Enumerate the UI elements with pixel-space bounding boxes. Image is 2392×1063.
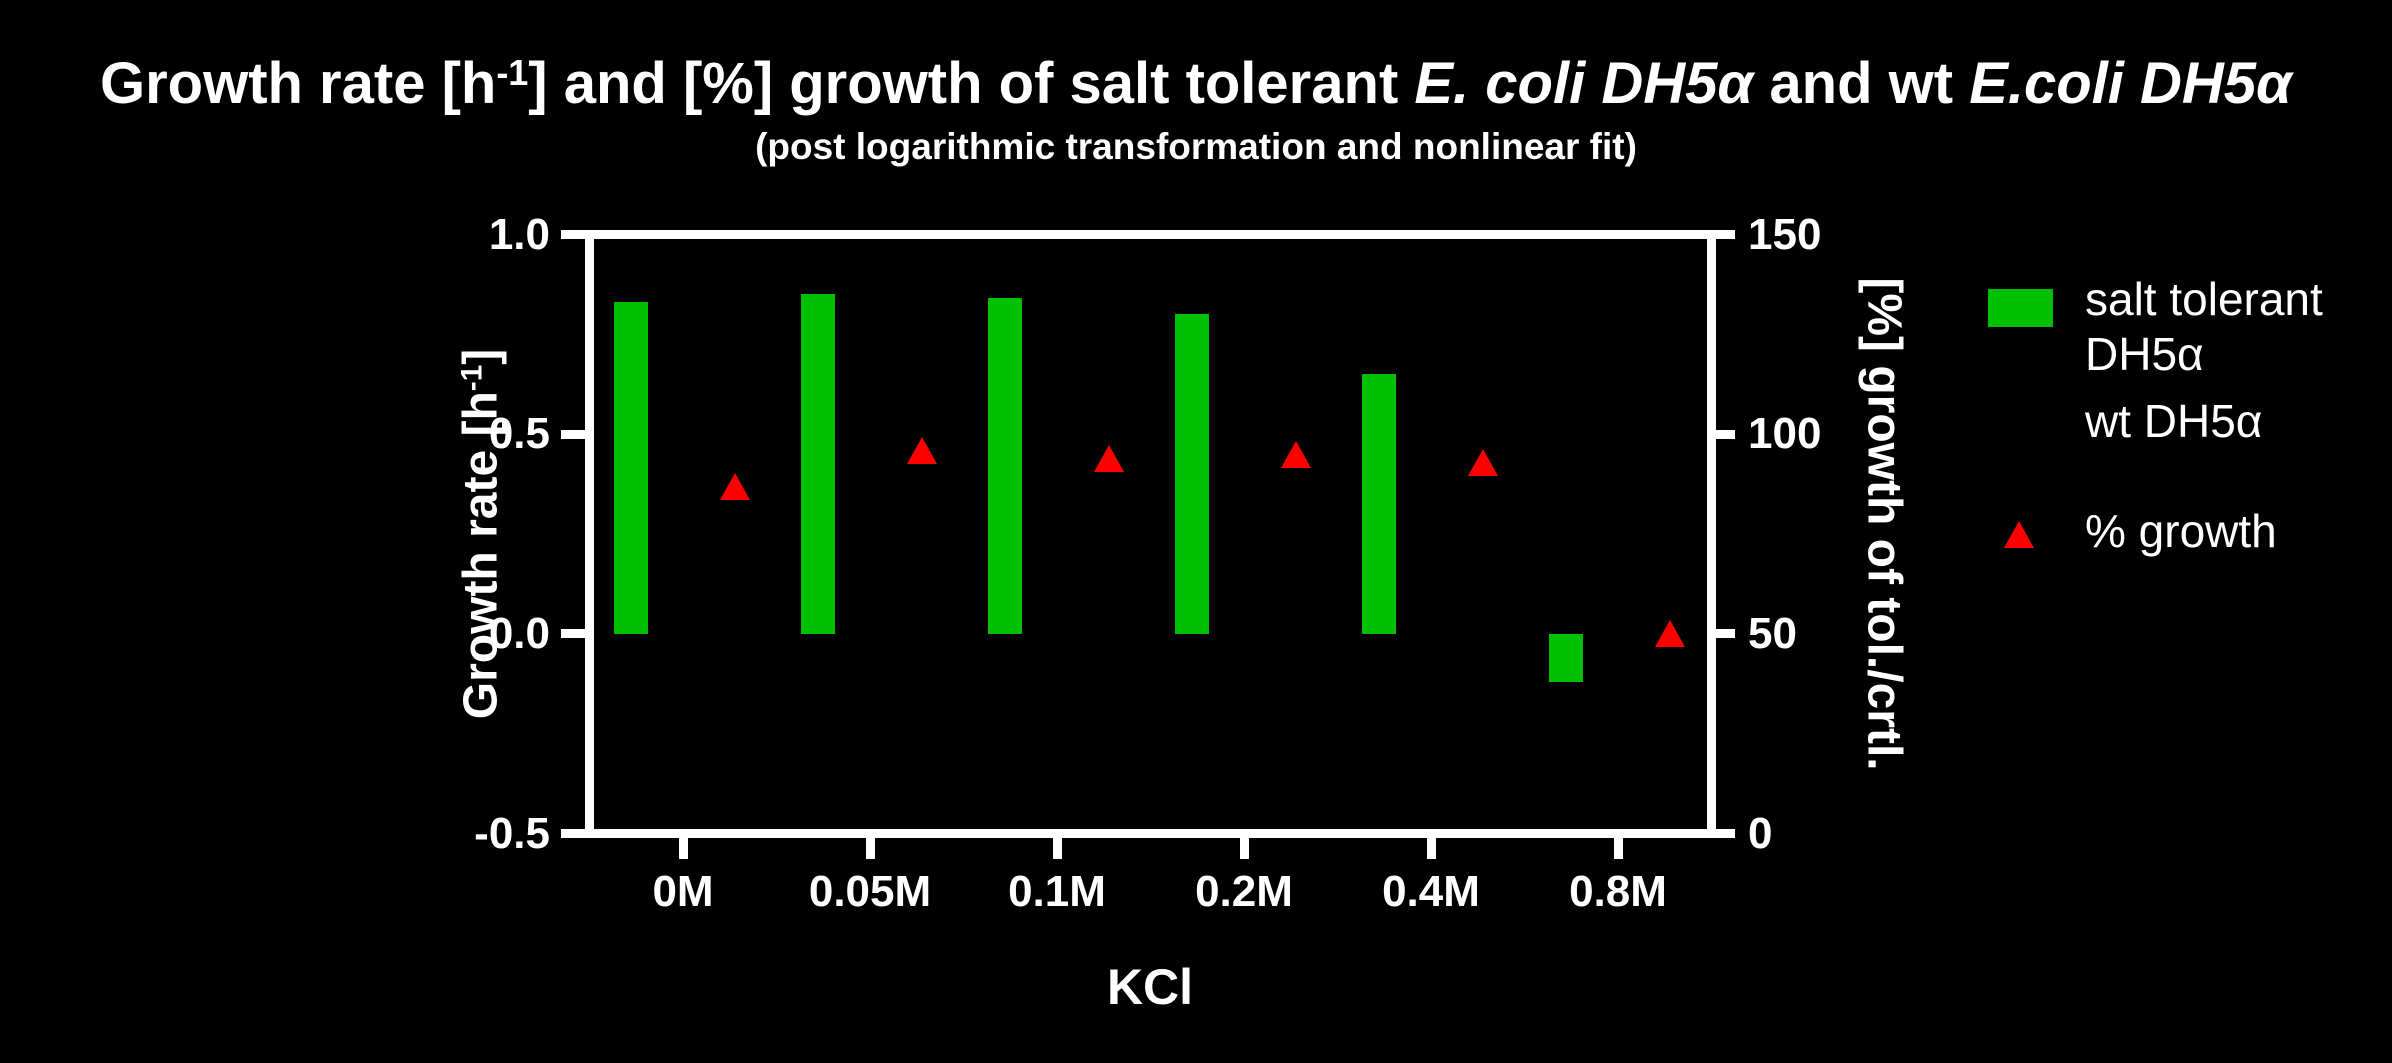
- left-axis-tick: [561, 829, 589, 838]
- legend-label-percent-growth: % growth: [2085, 505, 2277, 557]
- x-axis-tick: [1052, 829, 1062, 859]
- triangle-marker-0.1M: [1094, 444, 1124, 472]
- bar-0.4M: [1362, 374, 1396, 634]
- left-axis-tick: [561, 230, 589, 239]
- legend-swatch-salt-tolerant: [1988, 289, 2053, 327]
- right-axis-tick: [1707, 429, 1735, 439]
- triangle-marker-0.8M: [1655, 620, 1685, 648]
- bar-0.8M: [1549, 633, 1583, 682]
- right-axis-tick: [1707, 629, 1735, 639]
- legend-swatch-wt-dh5a: [1988, 404, 2053, 442]
- left-axis-title: Growth rate [h-1]: [454, 348, 508, 720]
- left-axis-tick-label: 0.0: [488, 608, 550, 658]
- left-axis-tick-label: 0.5: [488, 409, 550, 459]
- x-axis-tick-label-0.1M: 0.1M: [1008, 867, 1106, 916]
- x-axis-tick: [1613, 829, 1623, 859]
- legend-triangle-icon: [2004, 521, 2034, 548]
- chart-subtitle: (post logarithmic transformation and non…: [755, 126, 1637, 167]
- title-superscript: -1: [496, 52, 529, 94]
- left-axis-tick-label: -0.5: [474, 808, 550, 858]
- right-axis-tick-label: 50: [1748, 608, 1797, 658]
- x-axis-tick-label-0.4M: 0.4M: [1382, 867, 1480, 916]
- x-axis-tick: [1239, 829, 1249, 859]
- right-axis-tick-label: 100: [1748, 409, 1822, 459]
- plot-frame: [585, 230, 1716, 838]
- left-axis-tick: [561, 629, 589, 639]
- title-text-1: Growth rate [h: [99, 51, 497, 116]
- left-axis-tick: [561, 429, 589, 439]
- x-axis-title: KCl: [1106, 959, 1194, 1015]
- left-axis-superscript: -1: [455, 364, 489, 392]
- triangle-marker-0.4M: [1468, 448, 1498, 476]
- right-axis-tick-label: 0: [1748, 808, 1773, 858]
- x-axis-tick-label-0M: 0M: [652, 867, 714, 916]
- x-axis-tick-label-0.8M: 0.8M: [1569, 867, 1667, 916]
- right-axis-title: [%] growth of tol./crtl.: [1857, 277, 1911, 771]
- bar-0M: [614, 302, 648, 634]
- x-axis-tick: [865, 829, 875, 859]
- x-axis-tick-label-0.05M: 0.05M: [808, 867, 932, 916]
- chart-title: Growth rate [h-1] and [%] growth of salt…: [0, 48, 2392, 127]
- title-italic-ecoli-1: E. coli DH5α: [1414, 51, 1754, 116]
- triangle-marker-0M: [720, 472, 750, 500]
- bar-0.1M: [988, 298, 1022, 634]
- title-text-3: and wt: [1753, 51, 1970, 116]
- title-text-2: ] and [%] growth of salt tolerant: [528, 51, 1415, 116]
- x-axis-tick: [1426, 829, 1436, 859]
- triangle-marker-0.05M: [907, 436, 937, 464]
- right-axis-tick: [1707, 230, 1735, 239]
- bar-0.05M: [801, 294, 835, 634]
- right-axis-tick-label: 150: [1748, 209, 1822, 259]
- x-axis-tick-label-0.2M: 0.2M: [1195, 867, 1293, 916]
- legend-label-wt-dh5a: wt DH5α: [2085, 395, 2263, 447]
- left-axis-tick-label: 1.0: [488, 209, 550, 259]
- right-axis-tick: [1707, 829, 1735, 838]
- bar-0.2M: [1175, 314, 1209, 634]
- legend-label-salt-tolerant: salt tolerant DH5α: [2085, 273, 2323, 380]
- title-italic-ecoli-2: E.coli DH5α: [1969, 51, 2293, 116]
- triangle-marker-0.2M: [1281, 440, 1311, 468]
- x-axis-tick: [678, 829, 688, 859]
